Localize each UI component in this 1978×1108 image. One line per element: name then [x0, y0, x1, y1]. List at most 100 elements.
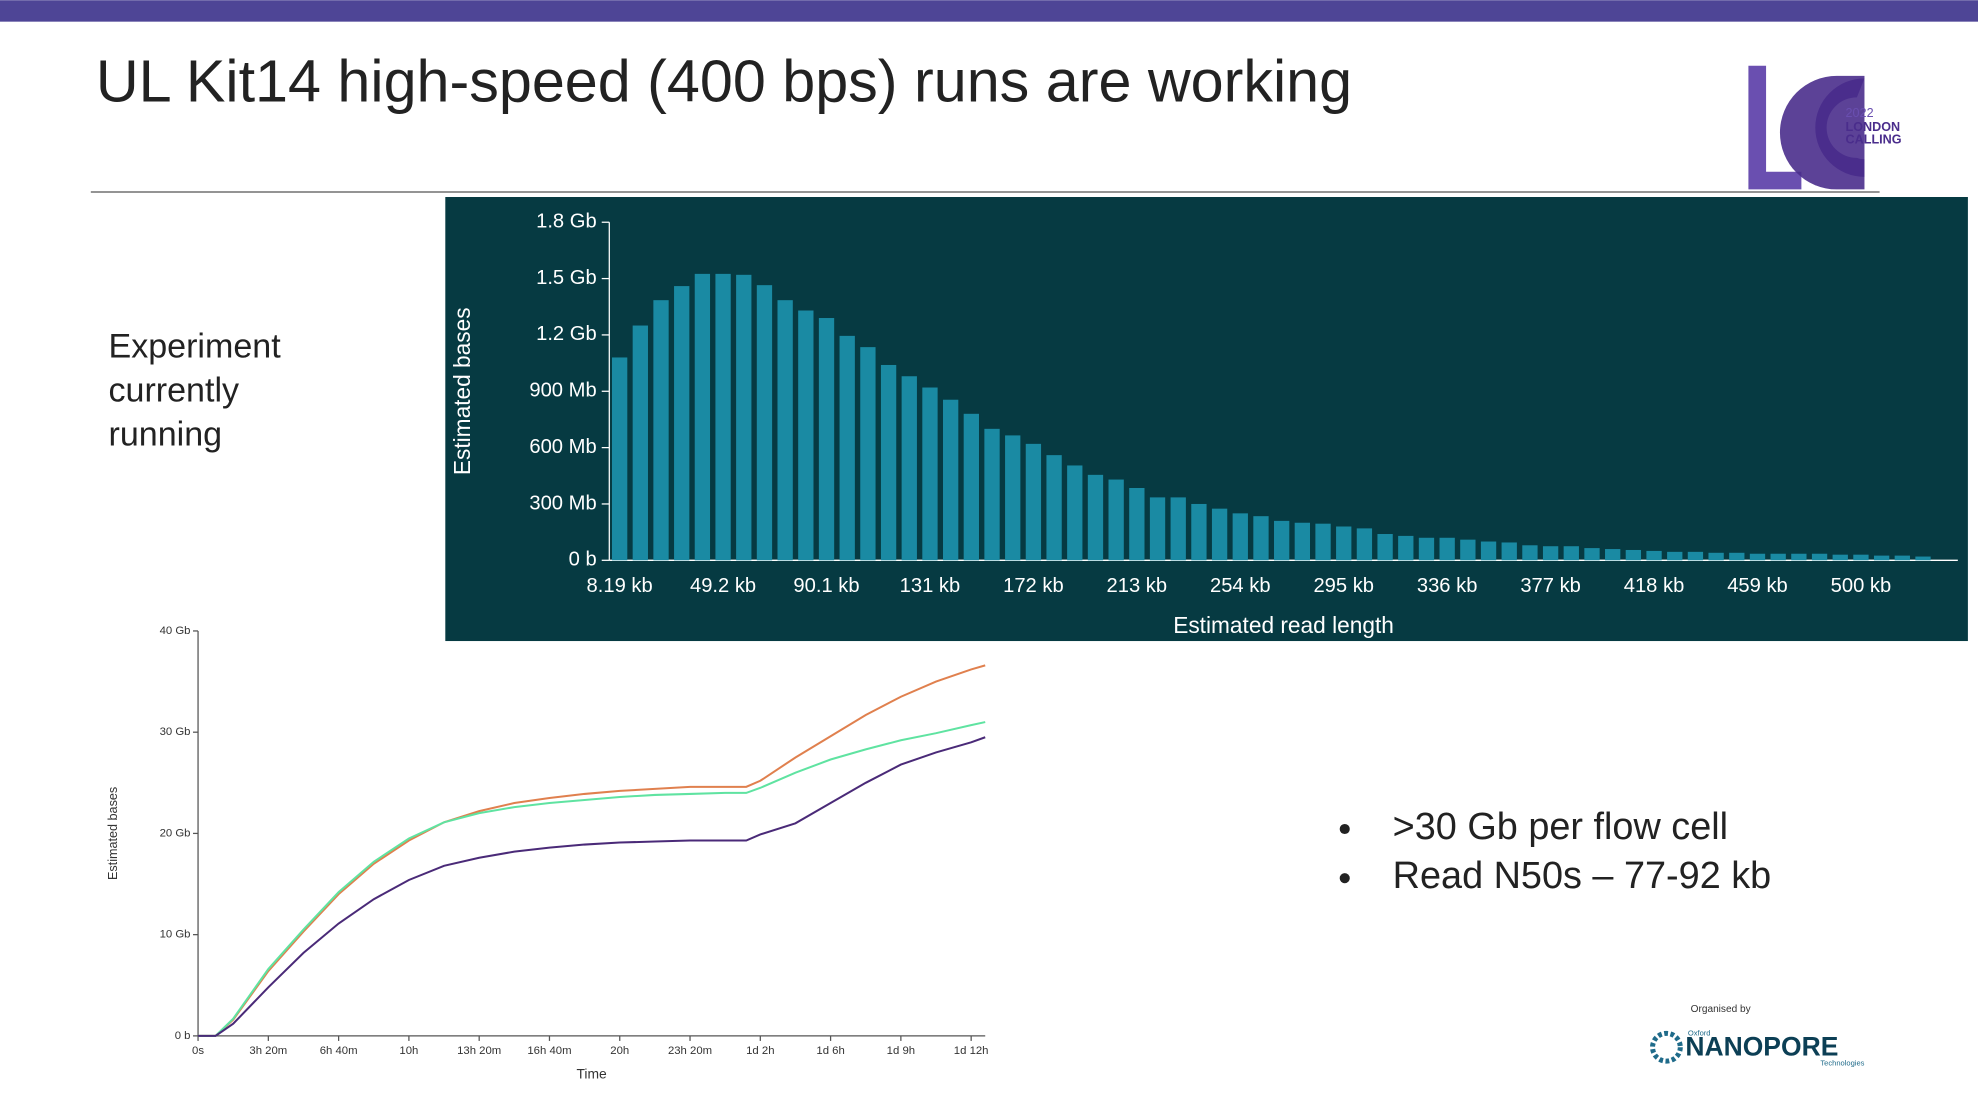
bar — [1294, 522, 1311, 561]
bar — [1211, 508, 1228, 561]
sponsor-small: Oxford — [1688, 1028, 1711, 1037]
x-axis-label: Estimated read length — [1173, 612, 1394, 638]
bar — [674, 286, 690, 561]
bar — [1605, 549, 1621, 561]
bar — [736, 274, 752, 561]
bar — [1915, 556, 1931, 561]
bar — [1480, 541, 1497, 561]
x-tick-label: 20h — [610, 1045, 629, 1057]
y-tick-label: 0 b — [569, 549, 597, 571]
bar — [1853, 554, 1869, 561]
bar — [1646, 550, 1662, 561]
x-tick-label: 336 kb — [1417, 575, 1478, 597]
line-series — [198, 664, 986, 1037]
bar — [1315, 523, 1331, 561]
y-tick-label: 900 Mb — [529, 380, 596, 402]
side-text: Experiment — [108, 327, 281, 365]
y-tick-label: 40 Gb — [160, 625, 191, 637]
bar — [1046, 455, 1062, 561]
bar — [611, 357, 628, 561]
x-tick-label: 10h — [399, 1045, 418, 1057]
x-tick-label: 213 kb — [1107, 575, 1168, 597]
bar — [1708, 552, 1724, 561]
bar — [1336, 526, 1352, 561]
y-tick-label: 30 Gb — [160, 726, 191, 738]
bar — [694, 273, 711, 561]
bar — [1274, 520, 1290, 561]
top-bar — [0, 0, 1978, 22]
x-tick-label: 13h 20m — [457, 1045, 501, 1057]
side-text: running — [108, 416, 222, 454]
logo-text: CALLING — [1846, 133, 1902, 147]
bar — [963, 413, 979, 561]
bar — [1149, 497, 1166, 561]
bar — [1563, 546, 1579, 561]
sponsor-name: NANOPORE — [1685, 1032, 1838, 1062]
x-tick-label: 8.19 kb — [587, 575, 653, 597]
bar — [1894, 555, 1910, 561]
x-tick-label: 131 kb — [900, 575, 961, 597]
bar — [1129, 487, 1145, 561]
bar — [1087, 474, 1104, 561]
bar — [818, 318, 835, 561]
bar — [1770, 553, 1786, 561]
x-tick-label: 172 kb — [1003, 575, 1064, 597]
sponsor-mark — [1650, 1030, 1683, 1064]
bar — [1067, 465, 1083, 561]
x-tick-label: 1d 6h — [816, 1045, 844, 1057]
x-tick-label: 3h 20m — [249, 1045, 287, 1057]
bar — [1873, 555, 1890, 561]
bar — [1625, 549, 1642, 561]
bar — [653, 300, 669, 561]
event-logo: 2022 LONDON CALLING — [1748, 65, 1902, 190]
bar — [1191, 503, 1207, 561]
logo-text: LONDON — [1846, 120, 1901, 134]
x-tick-label: 459 kb — [1727, 575, 1788, 597]
y-tick-label: 10 Gb — [160, 929, 191, 941]
bullet: Read N50s – 77-92 kb — [1393, 855, 1772, 897]
bar — [1542, 546, 1559, 561]
y-tick-label: 0 b — [175, 1030, 191, 1042]
slide-title: UL Kit14 high-speed (400 bps) runs are w… — [96, 48, 1352, 115]
sponsor-logo: Organised by Oxford NANOPORE Technologie… — [1650, 1004, 1865, 1068]
bullet-dot — [1339, 873, 1350, 884]
bar — [1377, 534, 1393, 561]
bar — [1418, 537, 1435, 561]
bar — [1687, 551, 1704, 561]
y-tick-label: 300 Mb — [529, 492, 596, 514]
bar — [1749, 553, 1766, 561]
side-text: currently — [108, 372, 239, 410]
y-tick-label: 1.5 Gb — [536, 267, 597, 289]
bar — [1439, 537, 1455, 561]
x-tick-label: 500 kb — [1831, 575, 1892, 597]
line-series — [198, 736, 986, 1037]
x-tick-label: 16h 40m — [527, 1045, 571, 1057]
bar — [1170, 497, 1186, 561]
x-tick-label: 254 kb — [1210, 575, 1271, 597]
bar — [860, 347, 876, 561]
y-tick-label: 1.8 Gb — [536, 211, 597, 233]
logo-year: 2022 — [1846, 106, 1874, 120]
bar — [1025, 443, 1042, 561]
bar — [1832, 554, 1848, 561]
x-axis-label: Time — [576, 1066, 607, 1082]
bar — [1005, 435, 1021, 561]
y-axis-label: Estimated bases — [449, 307, 475, 475]
line-series — [198, 721, 986, 1037]
x-tick-label: 1d 2h — [746, 1045, 774, 1057]
x-tick-label: 377 kb — [1520, 575, 1581, 597]
bar — [901, 376, 917, 561]
x-tick-label: 0s — [192, 1045, 204, 1057]
bullet: >30 Gb per flow cell — [1393, 806, 1728, 848]
bar — [1729, 552, 1745, 561]
bar — [715, 273, 731, 561]
bar — [1501, 542, 1517, 561]
bar — [922, 387, 938, 561]
bar — [1667, 551, 1683, 561]
bar — [1398, 535, 1414, 561]
y-tick-label: 1.2 Gb — [536, 323, 597, 345]
bar — [984, 428, 1000, 561]
x-tick-label: 6h 40m — [320, 1045, 358, 1057]
x-tick-label: 418 kb — [1624, 575, 1685, 597]
bar — [1232, 513, 1248, 561]
